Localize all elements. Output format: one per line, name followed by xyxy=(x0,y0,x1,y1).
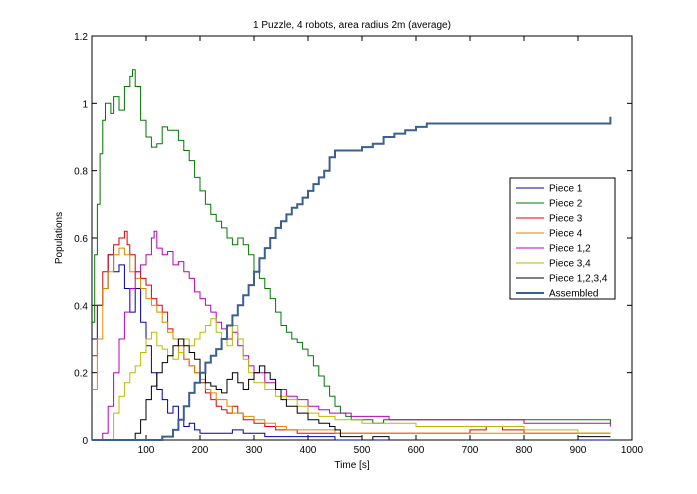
series-line-1 xyxy=(92,254,611,441)
series-line-8 xyxy=(92,116,612,441)
x-tick-label: 100 xyxy=(138,445,155,456)
series-line-4 xyxy=(92,247,611,434)
legend-label: Piece 2 xyxy=(549,199,583,210)
x-tick-label: 800 xyxy=(516,445,533,456)
x-tick-label: 200 xyxy=(192,445,209,456)
y-axis-label: Populations xyxy=(54,212,65,264)
x-tick-label: 400 xyxy=(300,445,317,456)
y-tick-label: 1.2 xyxy=(74,32,88,43)
x-tick-label: 900 xyxy=(570,445,587,456)
legend: Piece 1 Piece 2 Piece 3 Piece 4 Piece 1,2 Pie… xyxy=(509,177,616,300)
x-axis-label: Time [s] xyxy=(334,460,369,471)
legend-box xyxy=(509,177,616,300)
legend-label: Piece 3,4 xyxy=(549,259,591,270)
legend-label: Piece 1,2 xyxy=(549,244,591,255)
legend-label: Piece 1,2,3,4 xyxy=(549,274,608,285)
legend-label: Piece 4 xyxy=(549,229,583,240)
x-tick-label: 1000 xyxy=(621,445,644,456)
series-line-7 xyxy=(92,338,611,441)
legend-label: Piece 3 xyxy=(549,214,583,225)
y-tick-label: 0.6 xyxy=(74,234,88,245)
x-axis-ticks: 100 200 300 400 500 600 700 800 900 1000 xyxy=(138,36,644,456)
series-line-5 xyxy=(92,230,611,441)
series-lines xyxy=(92,69,612,441)
x-tick-label: 700 xyxy=(462,445,479,456)
x-tick-label: 600 xyxy=(408,445,425,456)
y-tick-label: 0.4 xyxy=(74,301,88,312)
series-line-2 xyxy=(92,69,611,424)
y-tick-label: 0 xyxy=(82,436,88,447)
x-tick-label: 500 xyxy=(354,445,371,456)
legend-label: Assembled xyxy=(549,289,598,300)
y-tick-label: 0.8 xyxy=(74,167,88,178)
x-tick-label: 300 xyxy=(246,445,263,456)
y-tick-label: 1 xyxy=(82,99,88,110)
series-line-6 xyxy=(92,318,611,441)
chart-title: 1 Puzzle, 4 robots, area radius 2m (aver… xyxy=(253,20,451,31)
y-tick-label: 0.2 xyxy=(74,369,88,380)
legend-label: Piece 1 xyxy=(549,184,583,195)
